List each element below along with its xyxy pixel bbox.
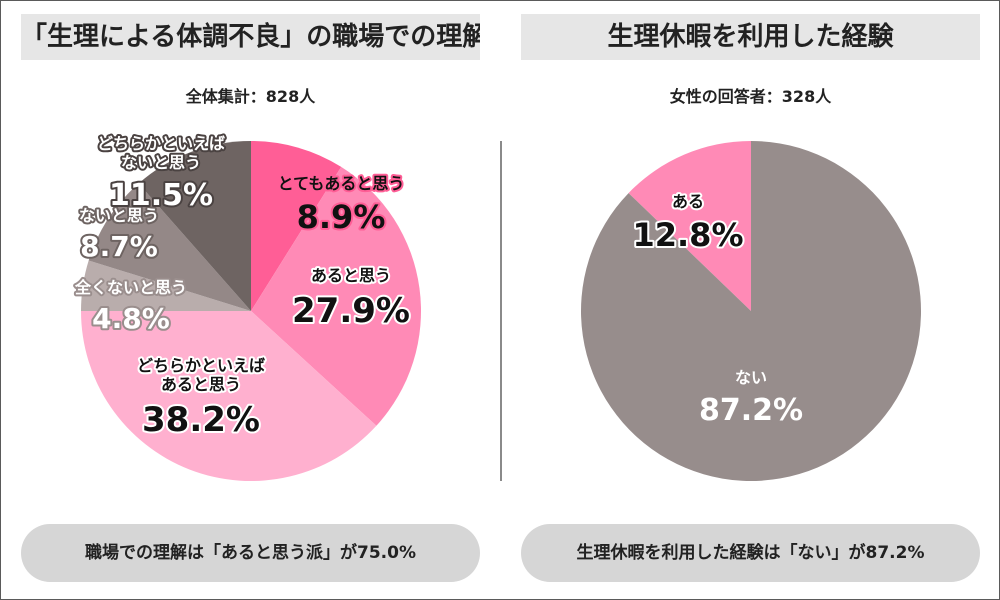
- pie-value-4: 4.8%: [92, 302, 170, 335]
- pie-slice-2: [581, 141, 922, 481]
- pie-value-6: 11.5%: [109, 178, 213, 213]
- pie-slice-5: [88, 183, 251, 311]
- right-panel-title: 生理休暇を利用した経験: [521, 14, 980, 60]
- pie-value-2: 87.2%: [699, 393, 803, 428]
- pie-slice-2: [251, 166, 422, 426]
- pie-label-3: あると思う: [161, 375, 241, 394]
- left-panel-subtitle: 全体集計：828人: [185, 87, 316, 106]
- left-panel-title: 「生理による体調不良」の職場での理解: [21, 14, 480, 60]
- right-panel-subtitle: 女性の回答者：328人: [669, 87, 832, 106]
- pie-slice-3: [81, 311, 377, 482]
- pie-label-5: ないと思う: [79, 206, 159, 225]
- pie-label-6: どちらかといえば: [97, 134, 225, 153]
- pie-slice-1: [251, 141, 342, 311]
- right-summary-pill: 生理休暇を利用した経験は「ない」が87.2%: [521, 524, 980, 582]
- pie-label-2: あると思う: [311, 266, 391, 285]
- pie-label-1: ある: [672, 192, 704, 211]
- pie-label-3: どちらかといえば: [137, 356, 265, 375]
- period-leave-experience-pie-chart: ある 12.8% ない 87.2%: [581, 141, 922, 481]
- pie-value-3: 38.2%: [142, 400, 260, 440]
- pie-label-2: ない: [735, 368, 767, 387]
- pie-slice-1: [628, 141, 751, 311]
- pie-value-2: 27.9%: [292, 291, 410, 331]
- pie-label-1: とてもあると思う: [278, 174, 405, 193]
- pie-value-1: 12.8%: [632, 216, 743, 254]
- panel-divider: [500, 141, 502, 481]
- pie-slice-6: [138, 141, 251, 311]
- pie-slice-4: [81, 260, 251, 311]
- pie-label-4: 全くないと思う: [74, 278, 187, 297]
- pie-value-5: 8.7%: [80, 230, 158, 263]
- left-summary-pill: 職場での理解は「あると思う派」が75.0%: [21, 524, 480, 582]
- pie-value-1: 8.9%: [297, 198, 386, 236]
- workplace-understanding-pie-chart: とてもあると思う8.9%あると思う27.9%どちらかといえばあると思う38.2%…: [72, 132, 422, 482]
- pie-label-6: ないと思う: [121, 153, 201, 172]
